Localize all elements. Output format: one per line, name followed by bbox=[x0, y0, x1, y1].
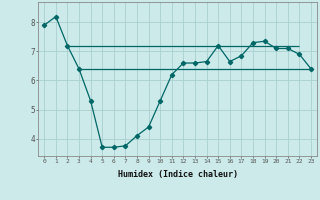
X-axis label: Humidex (Indice chaleur): Humidex (Indice chaleur) bbox=[118, 170, 238, 179]
